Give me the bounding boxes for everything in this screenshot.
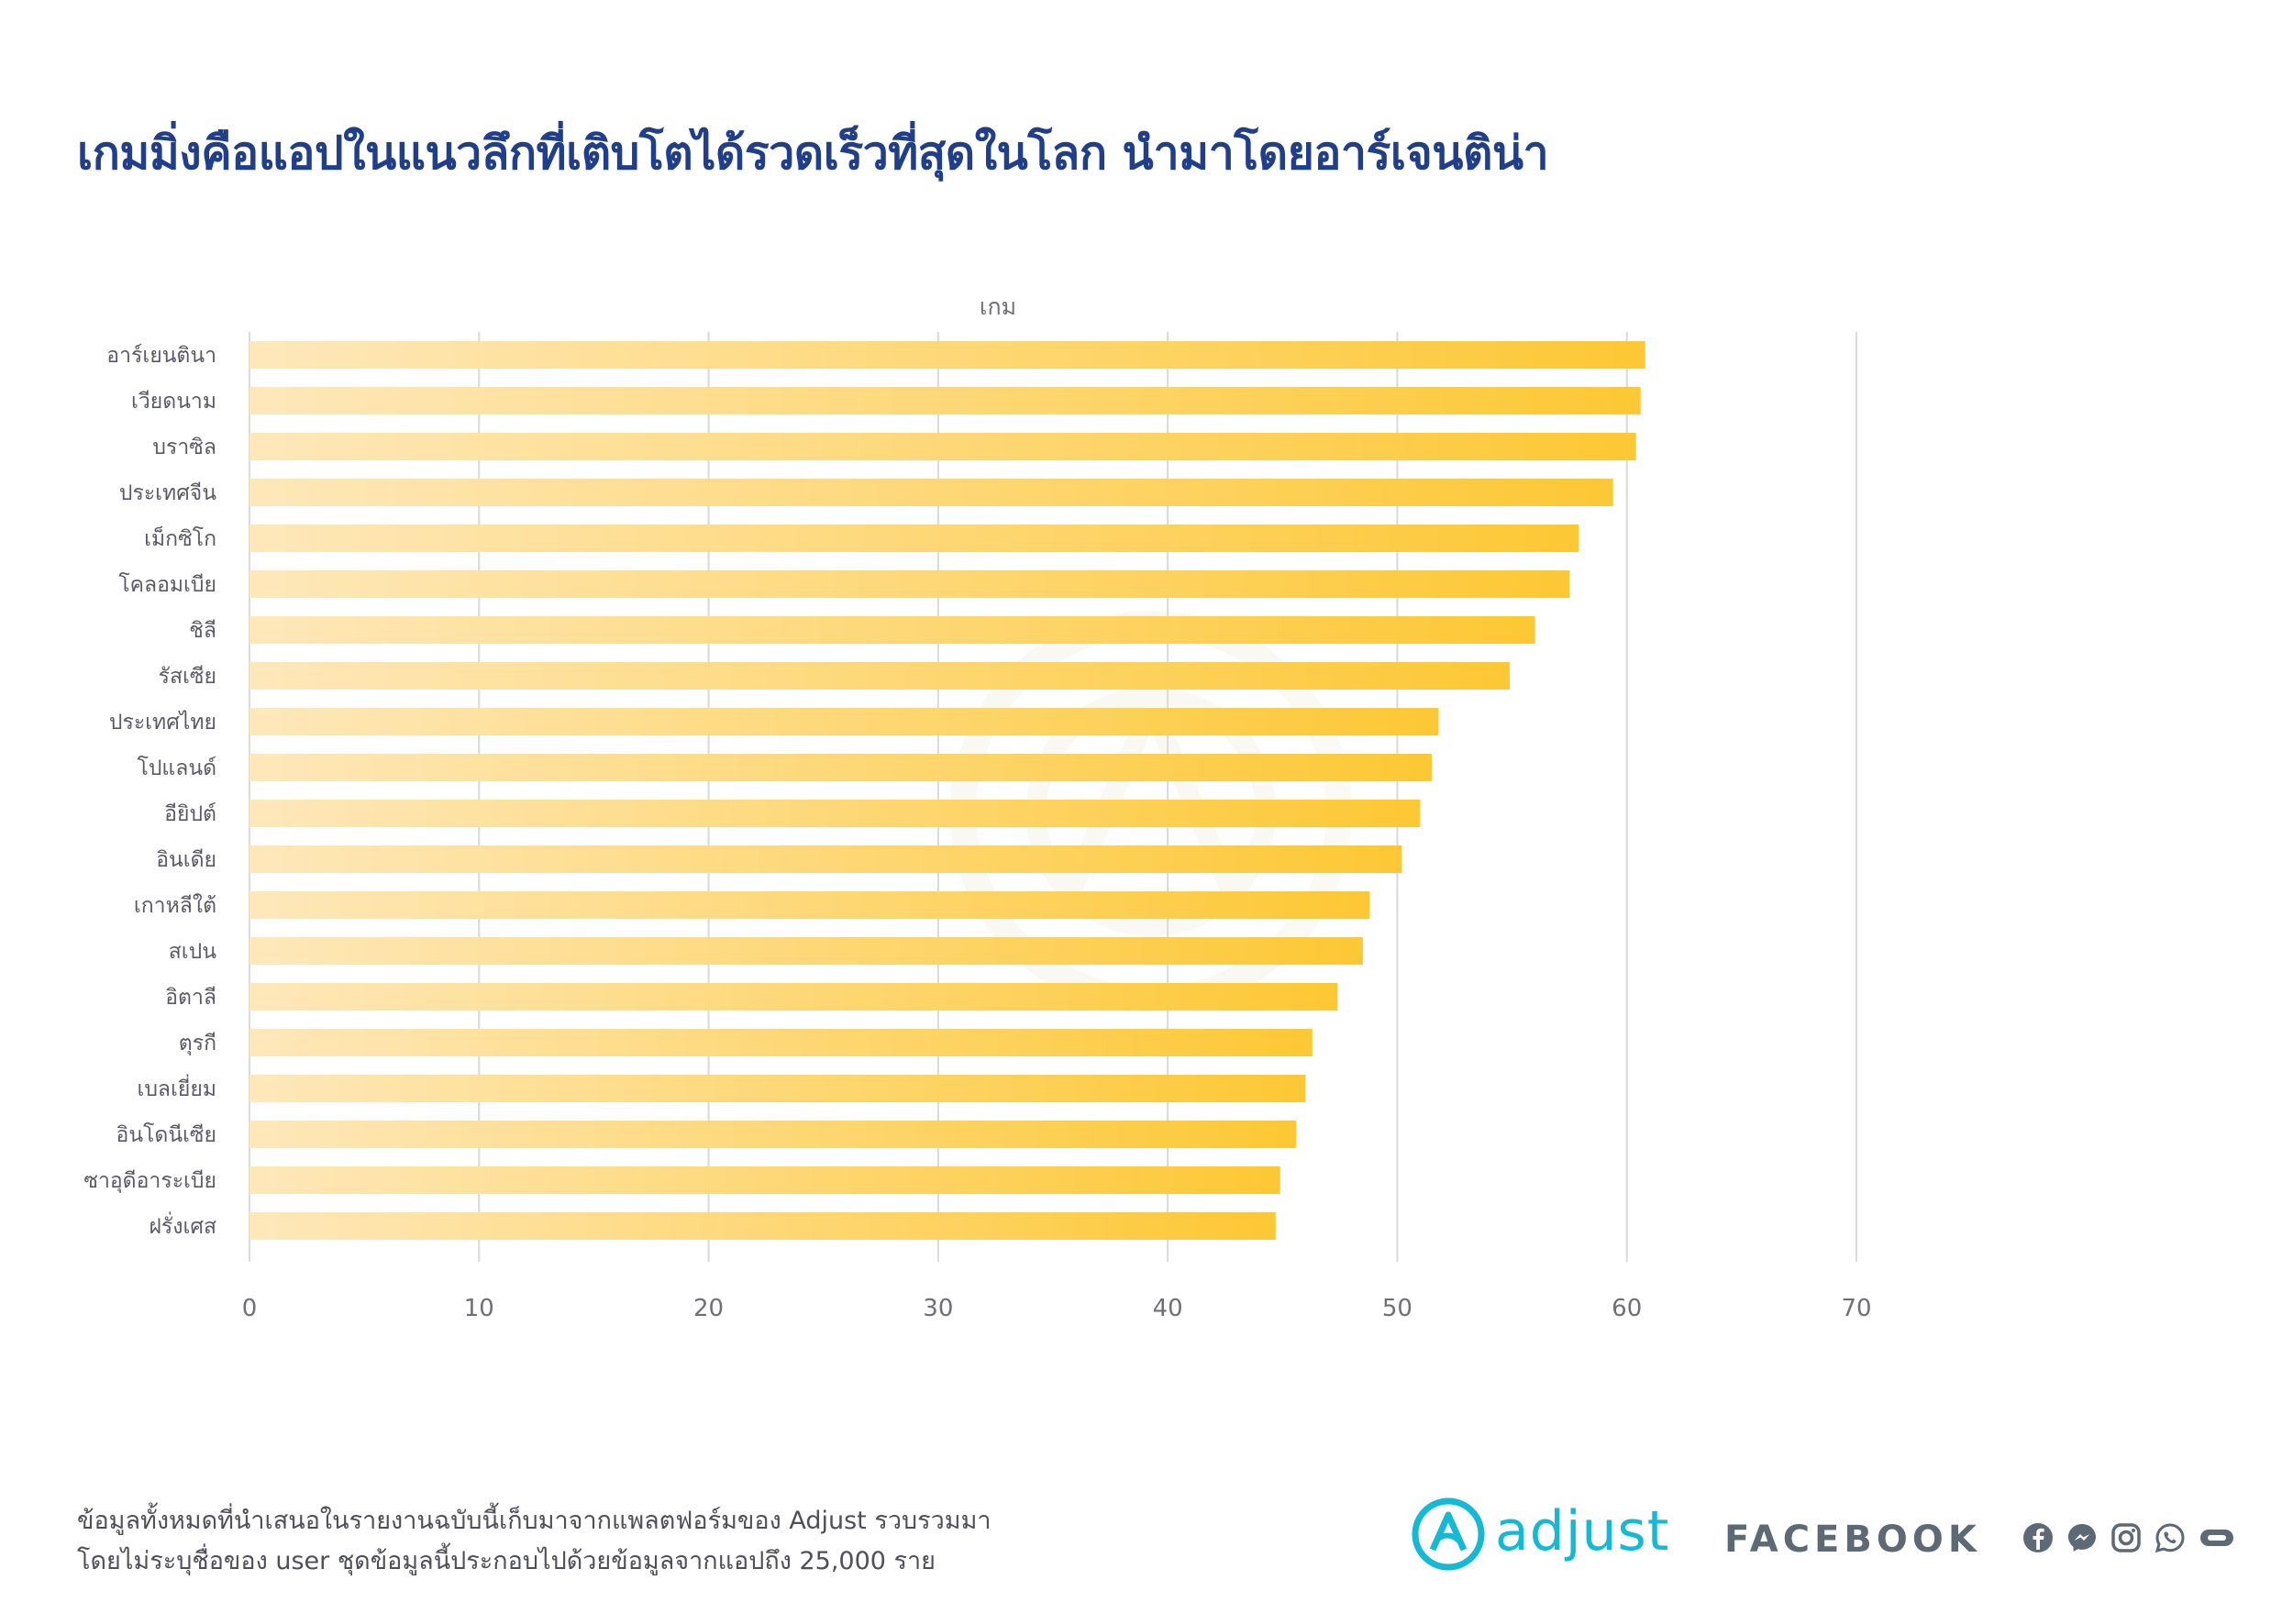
adjust-wordmark: adjust: [1495, 1499, 1670, 1563]
bar: [249, 1212, 1276, 1240]
category-label: เวียดนาม: [131, 390, 216, 414]
bar: [249, 616, 1535, 644]
messenger-icon: [2066, 1522, 2098, 1553]
category-label: โปแลนด์: [137, 756, 216, 780]
bar: [249, 1029, 1313, 1056]
adjust-logo-icon: [1411, 1497, 1486, 1575]
oculus-icon: [2199, 1522, 2233, 1553]
category-label: ตุรกี: [179, 1032, 216, 1055]
bar: [249, 845, 1402, 873]
x-tick-label: 30: [923, 1295, 953, 1322]
category-label: อินเดีย: [156, 848, 216, 872]
category-label: อิตาลี: [165, 986, 216, 1010]
x-tick-label: 50: [1382, 1295, 1412, 1322]
bar: [249, 433, 1636, 460]
bar: [249, 1166, 1280, 1194]
x-tick-label: 10: [464, 1295, 494, 1322]
category-label: ประเทศจีน: [119, 481, 216, 505]
category-label: สเปน: [169, 940, 216, 964]
bar: [249, 570, 1570, 598]
category-label: ชิลี: [189, 619, 216, 643]
bar-chart: เกม อาร์เยนตินาเวียดนามบราซิลประเทศจีนเม…: [83, 293, 1872, 1322]
page-title: เกมมิ่งคือแอปในแนวลึกที่เติบโตได้รวดเร็ว…: [77, 127, 1549, 180]
category-label: อาร์เยนตินา: [106, 343, 216, 368]
x-tick-labels: 0 10 20 30 40 50 60 70: [242, 1295, 1872, 1322]
bars-group: [249, 341, 1645, 1240]
bar: [249, 1075, 1306, 1102]
footnote-line-1: ข้อมูลทั้งหมดที่นำเสนอในรายงานฉบับนี้เก็…: [77, 1507, 991, 1535]
bar: [249, 754, 1432, 781]
adjust-logo: adjust: [1411, 1497, 1669, 1575]
x-tick-label: 70: [1841, 1295, 1871, 1322]
category-label: ประเทศไทย: [109, 710, 216, 735]
bar: [249, 708, 1439, 735]
bar: [249, 479, 1613, 506]
footnote: ข้อมูลทั้งหมดที่นำเสนอในรายงานฉบับนี้เก็…: [77, 1501, 991, 1582]
category-label: อียิปต์: [164, 801, 216, 826]
x-tick-label: 0: [242, 1295, 258, 1322]
category-labels: อาร์เยนตินาเวียดนามบราซิลประเทศจีนเม็กซิ…: [83, 343, 216, 1239]
instagram-icon: [2110, 1522, 2142, 1553]
social-icons: [2022, 1522, 2233, 1553]
bar: [249, 891, 1370, 919]
bar: [249, 1121, 1297, 1148]
category-label: ฝรั่งเศส: [149, 1211, 216, 1239]
category-label: บราซิล: [152, 436, 216, 459]
bar: [249, 662, 1511, 690]
whatsapp-icon: [2155, 1522, 2186, 1553]
x-tick-label: 60: [1612, 1295, 1642, 1322]
category-label: โคลอมเบีย: [118, 572, 216, 597]
x-tick-label: 40: [1153, 1295, 1183, 1322]
bar: [249, 800, 1421, 827]
footnote-line-2: โดยไม่ระบุชื่อของ user ชุดข้อมูลนี้ประกอ…: [77, 1547, 936, 1575]
bar: [249, 525, 1579, 552]
category-label: เกาหลีใต้: [134, 893, 216, 918]
facebook-icon: [2022, 1522, 2054, 1553]
facebook-wordmark: FACEBOOK: [1724, 1519, 1981, 1561]
bar: [249, 937, 1363, 965]
chart-title: เกม: [980, 293, 1016, 320]
bar: [249, 983, 1338, 1011]
category-label: ซาอุดีอาระเบีย: [83, 1169, 216, 1193]
category-label: เบลเยี่ยม: [137, 1074, 216, 1101]
x-tick-label: 20: [693, 1295, 724, 1322]
category-label: รัสเซีย: [159, 665, 216, 689]
category-label: เม็กซิโก: [144, 525, 216, 551]
bar: [249, 387, 1641, 414]
category-label: อินโดนีเซีย: [116, 1122, 217, 1147]
bar: [249, 341, 1645, 369]
